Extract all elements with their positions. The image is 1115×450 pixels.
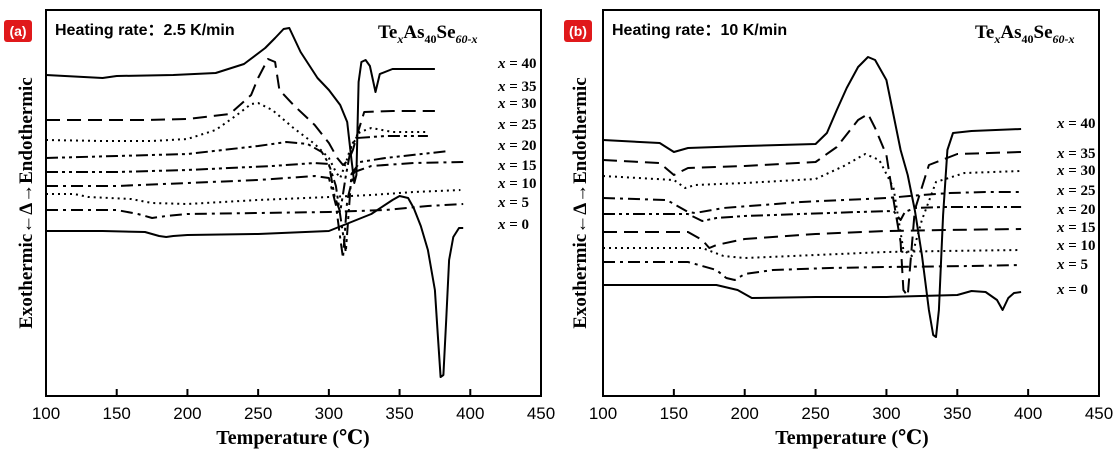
x-axis-ticks: 100 150 200 250 300 350 400 450	[589, 389, 1113, 423]
heating-rate-value: 2.5 K/min	[163, 22, 234, 39]
heating-rate-text: Heating rate：2.5 K/min	[55, 22, 235, 39]
series-line	[46, 58, 435, 166]
x-tick-label: 250	[244, 404, 272, 423]
x-axis-label: Temperature (℃)	[216, 427, 369, 449]
series-line	[46, 189, 461, 205]
series-label: x = 30	[497, 96, 537, 112]
series-label: x = 5	[497, 195, 529, 211]
composition-formula: TexAs40Se60-x	[378, 22, 478, 46]
series-label: x = 5	[1056, 257, 1088, 273]
x-tick-label: 300	[872, 404, 900, 423]
x-tick-label: 450	[1085, 404, 1113, 423]
panel-label-badge	[564, 20, 592, 42]
series-line	[602, 191, 1022, 214]
plot-frame	[602, 9, 1100, 397]
curves	[45, 27, 464, 378]
series-label: x = 10	[497, 176, 537, 192]
composition-formula: TexAs40Se60-x	[975, 22, 1075, 46]
series-line	[603, 284, 1022, 311]
x-tick-label: 350	[943, 404, 971, 423]
panel-a: (a) Heating rate：2.5 K/min TexAs40Se60-x…	[4, 9, 555, 449]
series-label: x = 0	[497, 217, 529, 233]
heating-rate-label: Heating rate：	[55, 22, 163, 39]
plot-frame	[45, 9, 542, 397]
x-tick-label: 350	[385, 404, 413, 423]
series-label: x = 25	[1056, 183, 1096, 199]
x-tick-label: 450	[527, 404, 555, 423]
series-label: x = 0	[1056, 282, 1088, 298]
heating-rate-text: Heating rate：10 K/min	[612, 22, 787, 39]
series-label: x = 10	[1056, 238, 1096, 254]
series-label: x = 20	[1056, 202, 1096, 218]
series-line	[603, 247, 1022, 259]
series-line	[46, 150, 450, 253]
series-label: x = 30	[1056, 163, 1096, 179]
curve-labels: x = 40 x = 35x = 30 x = 25 x = 20 x = 15 x = …	[1056, 116, 1096, 298]
x-tick-label: 200	[173, 404, 201, 423]
series-line	[603, 228, 1022, 249]
x-tick-label: 150	[660, 404, 688, 423]
series-label: x = 15	[1056, 220, 1096, 236]
x-tick-label: 150	[103, 404, 131, 423]
x-axis-ticks: 100 150 200 250 300 350 400 450	[32, 389, 555, 423]
x-tick-label: 250	[801, 404, 829, 423]
series-label: x = 20	[497, 138, 537, 154]
y-axis-label: Exothermic←Δ→Endothermic	[16, 77, 37, 329]
x-tick-label: 300	[315, 404, 343, 423]
series-line	[46, 195, 464, 378]
x-tick-label: 400	[1014, 404, 1042, 423]
series-line	[46, 161, 464, 259]
panel-label: (a)	[9, 23, 26, 39]
heating-rate-label: Heating rate：	[612, 22, 720, 39]
x-tick-label: 200	[731, 404, 759, 423]
series-line	[602, 153, 1022, 257]
series-line	[46, 203, 464, 219]
curve-labels: x = 40 x = 35x = 30 x = 25 x = 20 x = 15 x = …	[497, 56, 537, 233]
panel-label-badge	[4, 20, 32, 42]
series-label: x = 15	[497, 158, 537, 174]
x-axis-label: Temperature (℃)	[775, 427, 928, 449]
series-line	[602, 56, 1022, 338]
series-line	[45, 135, 428, 213]
x-tick-label: 400	[456, 404, 484, 423]
series-line	[603, 261, 1022, 281]
series-line	[45, 27, 435, 184]
y-axis-label: Exothermic←Δ→Endothermic	[570, 77, 591, 329]
panel-b: (b) Heating rate：10 K/min TexAs40Se60-x …	[564, 9, 1113, 449]
panel-label: (b)	[569, 23, 587, 39]
series-line	[602, 113, 1022, 297]
series-label: x = 40	[1056, 116, 1096, 132]
curves	[602, 56, 1022, 338]
series-label: x = 25	[497, 117, 537, 133]
heating-rate-value: 10 K/min	[720, 22, 787, 39]
series-label: x = 40	[497, 56, 537, 72]
series-label: x = 35	[1056, 146, 1096, 162]
x-tick-label: 100	[589, 404, 617, 423]
series-line	[603, 206, 1022, 222]
x-tick-label: 100	[32, 404, 60, 423]
series-label: x = 35	[497, 79, 537, 95]
